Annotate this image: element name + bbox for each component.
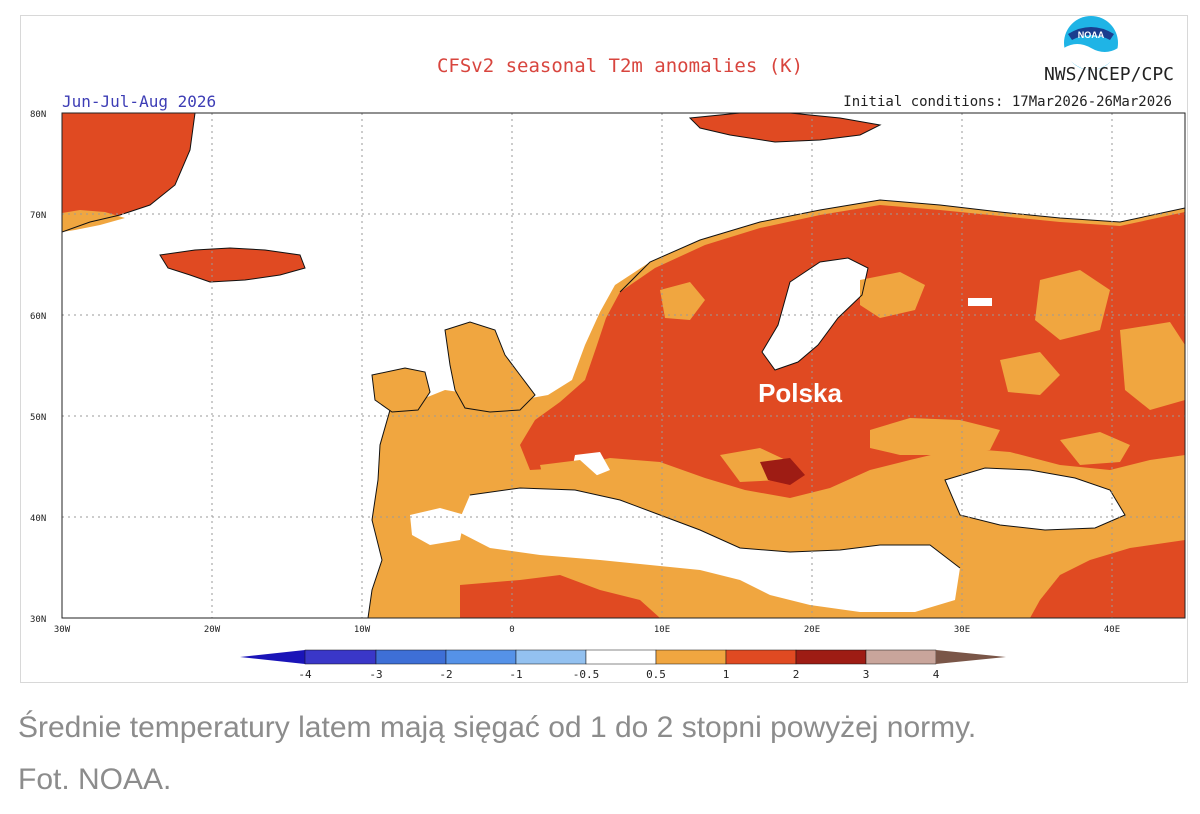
anomaly-region-east (1030, 540, 1185, 618)
lon-label: 0 (509, 625, 514, 635)
lon-label: 20W (204, 625, 221, 635)
lon-label: 20E (804, 625, 820, 635)
anomaly-region-iceland (160, 248, 305, 282)
legend-tick: 1 (723, 668, 730, 681)
legend-tick: 4 (933, 668, 940, 681)
anomaly-region-svalbard (690, 113, 880, 142)
poland-label: Polska (758, 378, 842, 408)
lat-label: 50N (30, 413, 46, 423)
noaa-logo-text: NOAA (1078, 30, 1105, 40)
lat-label: 70N (30, 211, 46, 221)
legend-swatch (515, 649, 587, 665)
legend-swatch (445, 649, 517, 665)
graticule (62, 113, 1185, 618)
legend-swatch (795, 649, 867, 665)
map-title: CFSv2 seasonal T2m anomalies (K) (436, 55, 804, 77)
legend-swatch (304, 649, 377, 665)
anomaly-region-iberia-south (460, 575, 660, 618)
map-frame (61, 112, 1186, 619)
agency-label: NWS/NCEP/CPC (1043, 64, 1174, 85)
lat-label: 60N (30, 312, 46, 322)
lon-label: 30E (954, 625, 970, 635)
legend-tick: 3 (863, 668, 870, 681)
lat-label: 30N (30, 615, 46, 625)
legend-swatch-below-minus-4 (240, 650, 305, 664)
legend-tick: -4 (298, 668, 312, 681)
legend-tick: 2 (793, 668, 800, 681)
legend-tick: -3 (369, 668, 382, 681)
legend-swatch (655, 649, 727, 665)
anomaly-patches-moderate (540, 270, 1185, 490)
latitude-labels: 80N 70N 60N 50N 40N 30N (30, 110, 46, 625)
color-legend: -4 -3 -2 -1 -0.5 0.5 1 2 3 4 (240, 649, 1006, 681)
lon-label: 10E (654, 625, 670, 635)
lat-label: 40N (30, 514, 46, 524)
lon-label: 40E (1104, 625, 1120, 635)
photo-caption: Średnie temperatury latem mają sięgać od… (18, 702, 1178, 806)
initial-conditions-label: Initial conditions: 17Mar2026-26Mar2026 (843, 94, 1172, 110)
legend-tick: 0.5 (646, 668, 666, 681)
caption-text: Średnie temperatury latem mają sięgać od… (18, 711, 977, 744)
caption-credit: Fot. NOAA. (18, 763, 172, 796)
legend-swatch (725, 649, 797, 665)
season-label: Jun-Jul-Aug 2026 (62, 92, 217, 111)
anomaly-map: 80N 70N 60N 50N 40N 30N 30W 20W 10W 0 10… (30, 110, 1186, 681)
anomaly-region-ireland (372, 368, 430, 412)
lon-label: 10W (354, 625, 371, 635)
legend-tick: -1 (509, 668, 522, 681)
lat-label: 80N (30, 110, 46, 120)
legend-swatch (375, 649, 447, 665)
legend-swatch (865, 649, 937, 665)
noaa-logo: NOAA (1064, 16, 1118, 70)
coastlines (62, 113, 1185, 618)
legend-tick: -0.5 (573, 668, 600, 681)
anomaly-region-central-europe (520, 205, 1185, 498)
legend-swatch-neutral (585, 649, 657, 665)
legend-swatch-above-4 (936, 650, 1006, 664)
anomaly-patch-strong (760, 458, 805, 485)
longitude-labels: 30W 20W 10W 0 10E 20E 30E 40E (54, 625, 1120, 635)
legend-tick: -2 (439, 668, 452, 681)
lon-label: 30W (54, 625, 71, 635)
